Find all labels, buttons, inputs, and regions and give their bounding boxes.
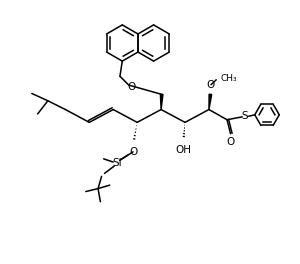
Text: OH: OH [175,145,191,154]
Text: O: O [227,137,235,147]
Text: CH₃: CH₃ [220,74,237,83]
Text: O: O [207,80,215,90]
Text: O: O [127,82,135,92]
Text: O: O [129,147,137,157]
Text: S: S [242,111,248,121]
Polygon shape [160,94,163,110]
Text: Si: Si [112,158,122,168]
Polygon shape [209,94,212,110]
